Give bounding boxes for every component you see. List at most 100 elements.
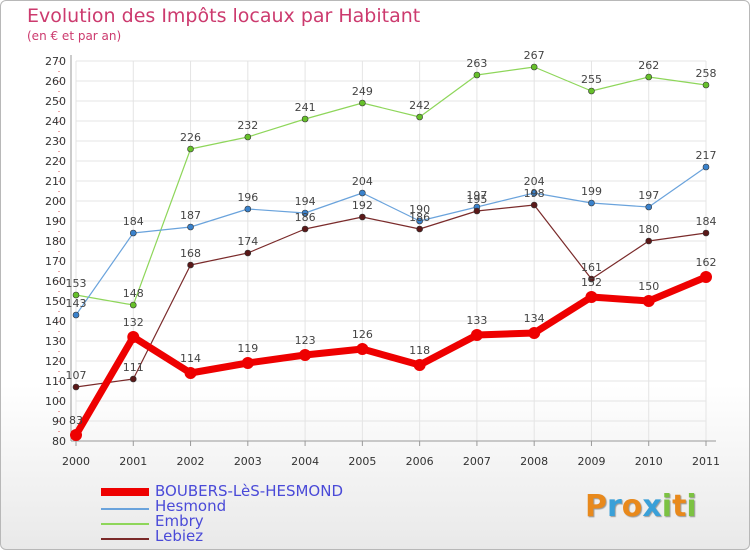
data-point [129, 301, 137, 309]
data-point [129, 229, 137, 237]
data-point [702, 229, 710, 237]
data-label: 123 [295, 334, 316, 347]
y-tick-label: 260 [45, 75, 66, 88]
x-tick-label: 2005 [348, 455, 376, 468]
logo-letter: x [642, 489, 662, 524]
data-label: 197 [638, 189, 659, 202]
data-point [702, 163, 710, 171]
data-point [359, 213, 366, 221]
data-label: 267 [524, 49, 545, 62]
data-label: 126 [352, 328, 373, 341]
data-label: 150 [638, 280, 659, 293]
x-tick-label: 2002 [177, 455, 205, 468]
data-label: 148 [123, 287, 144, 300]
data-label: 111 [123, 361, 144, 374]
y-tick-label: 160 [45, 275, 66, 288]
data-label: 174 [237, 235, 258, 248]
y-tick-label: 130 [45, 335, 66, 348]
proxiti-logo: Proxiti [585, 489, 697, 524]
data-label: 118 [409, 344, 430, 357]
y-tick-label: 80 [52, 435, 66, 448]
data-point [72, 291, 80, 299]
x-tick-label: 2011 [692, 455, 720, 468]
y-tick-label: 230 [45, 135, 66, 148]
data-label: 162 [696, 256, 717, 269]
data-label: 114 [180, 352, 201, 365]
data-label: 190 [409, 203, 430, 216]
data-point [645, 73, 653, 81]
x-tick-label: 2003 [234, 455, 262, 468]
data-point [473, 207, 481, 215]
data-point [187, 145, 194, 153]
data-label: 195 [466, 193, 487, 206]
data-label: 249 [352, 85, 373, 98]
x-tick-label: 2001 [119, 455, 147, 468]
data-label: 133 [466, 314, 487, 327]
data-point [530, 201, 538, 209]
data-label: 184 [123, 215, 144, 228]
data-label: 217 [696, 149, 717, 162]
legend-swatch-embry [101, 523, 149, 525]
data-point [585, 291, 598, 303]
legend-label-hesmond: Hesmond [155, 497, 227, 515]
data-label: 134 [524, 312, 545, 325]
series-line-embry [75, 66, 707, 306]
x-tick-label: 2009 [577, 455, 605, 468]
legend-swatch-hesmond [101, 508, 149, 510]
chart-title: Evolution des Impôts locaux par Habitant [27, 5, 421, 27]
y-tick-label: 110 [45, 375, 66, 388]
data-label: 197 [466, 189, 487, 202]
data-label: 152 [581, 276, 602, 289]
data-label: 242 [409, 99, 430, 112]
data-label: 204 [352, 175, 373, 188]
data-label: 143 [66, 297, 87, 310]
x-tick-label: 2008 [520, 455, 548, 468]
data-label: 226 [180, 131, 201, 144]
y-tick-label: 100 [45, 395, 66, 408]
data-point [645, 237, 653, 245]
data-point [416, 225, 423, 233]
data-label: 187 [180, 209, 201, 222]
data-label: 186 [295, 211, 316, 224]
data-label: 119 [237, 342, 258, 355]
data-point [473, 71, 481, 79]
data-point [72, 383, 80, 391]
logo-letter: i [661, 489, 673, 524]
y-tick-label: 270 [45, 55, 66, 68]
y-tick-label: 200 [45, 195, 66, 208]
x-tick-label: 2000 [62, 455, 90, 468]
data-point [356, 343, 369, 355]
y-tick-label: 150 [45, 295, 66, 308]
data-point [588, 87, 595, 95]
data-label: 161 [581, 261, 602, 274]
data-point [359, 99, 366, 107]
data-point [184, 367, 197, 379]
x-tick-label: 2004 [291, 455, 319, 468]
data-point [72, 311, 80, 319]
data-point [244, 249, 252, 257]
data-point [530, 189, 538, 197]
legend-swatch-boubers [101, 488, 149, 496]
logo-letter: o [621, 489, 643, 524]
series-line-hesmond [75, 166, 707, 316]
data-label: 255 [581, 73, 602, 86]
data-label: 196 [237, 191, 258, 204]
y-tick-label: 220 [45, 155, 66, 168]
data-point [301, 225, 309, 233]
data-label: 204 [524, 175, 545, 188]
data-point [528, 327, 541, 339]
data-label: 194 [295, 195, 316, 208]
logo-letter: r [607, 489, 622, 524]
y-tick-label: 170 [45, 255, 66, 268]
data-label: 192 [352, 199, 373, 212]
data-point [416, 113, 423, 121]
data-label: 258 [696, 67, 717, 80]
data-point [244, 133, 252, 141]
data-label: 168 [180, 247, 201, 260]
data-point [127, 331, 140, 343]
data-point [645, 203, 653, 211]
data-label: 153 [66, 277, 87, 290]
legend-label-embry: Embry [155, 512, 204, 530]
data-label: 83 [69, 414, 83, 427]
data-point [187, 261, 194, 269]
